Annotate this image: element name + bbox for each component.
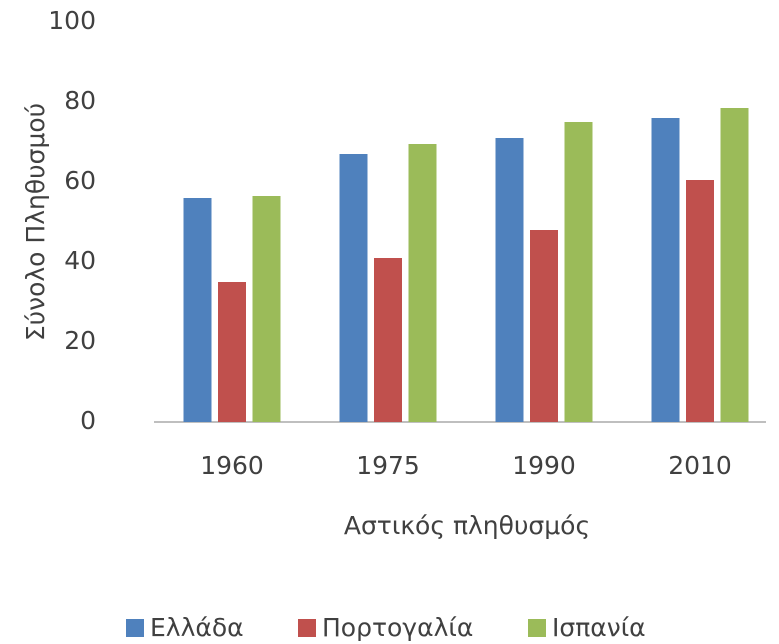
bar: [564, 122, 593, 422]
bar: [218, 282, 246, 422]
legend-swatch: [528, 619, 546, 637]
x-axis-title: Αστικός πληθυσμός: [344, 511, 590, 540]
bar: [530, 230, 558, 422]
x-tick-label: 1990: [512, 451, 576, 480]
bar: [651, 118, 680, 422]
legend-label: Ελλάδα: [150, 613, 244, 642]
legend-label: Ισπανία: [552, 613, 646, 642]
y-axis-title: Σύνολο Πληθυσμού: [21, 103, 50, 341]
x-tick-label: 1960: [200, 451, 264, 480]
legend-swatch: [298, 619, 316, 637]
y-tick-label: 60: [64, 166, 96, 195]
x-tick-label: 1975: [356, 451, 420, 480]
bar: [720, 108, 749, 422]
x-tick-label: 2010: [668, 451, 732, 480]
legend-label: Πορτογαλία: [322, 613, 473, 642]
bar: [408, 144, 437, 422]
bar: [374, 258, 402, 422]
bar: [183, 198, 212, 422]
bar: [252, 196, 281, 422]
y-tick-label: 0: [80, 406, 96, 435]
y-tick-label: 100: [48, 6, 96, 35]
legend-swatch: [126, 619, 144, 637]
bar: [495, 138, 524, 422]
bar: [686, 180, 714, 422]
y-tick-label: 80: [64, 86, 96, 115]
y-tick-label: 40: [64, 246, 96, 275]
y-tick-label: 20: [64, 326, 96, 355]
bar: [339, 154, 368, 422]
